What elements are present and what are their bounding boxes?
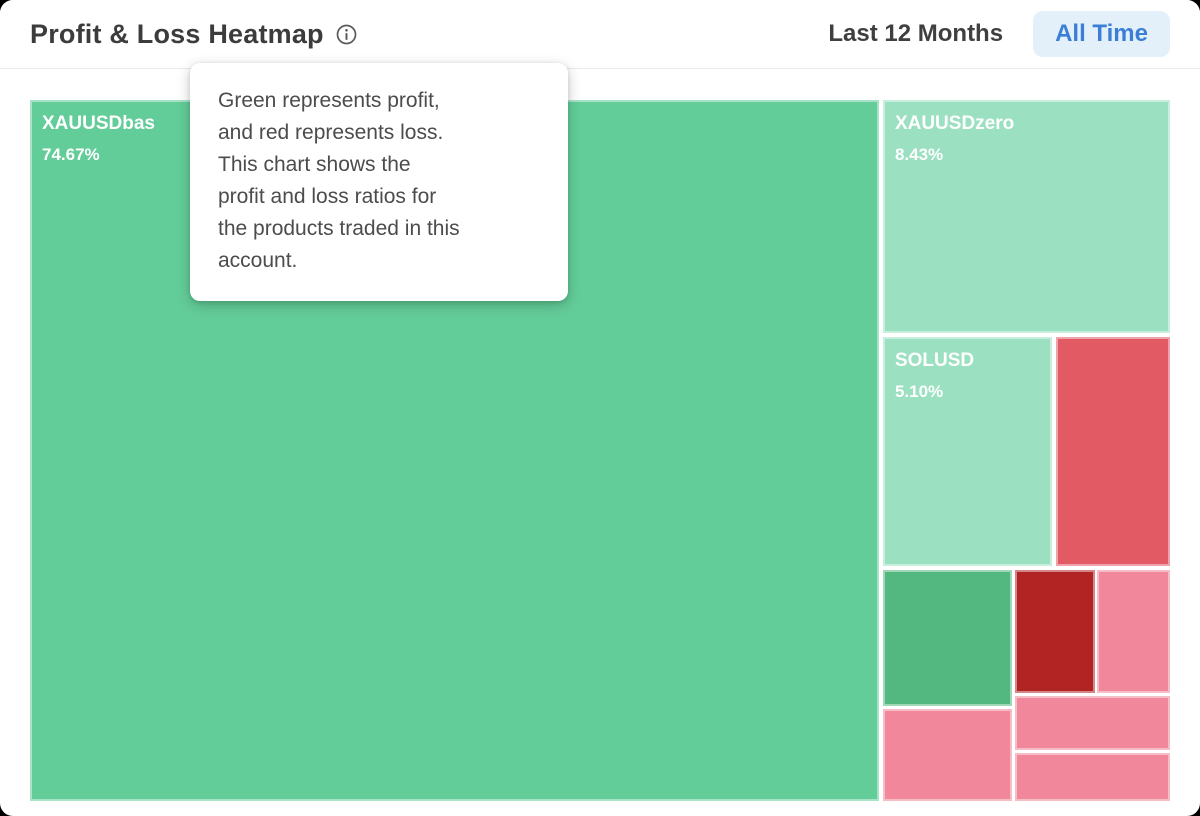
treemap-tile[interactable]	[1014, 752, 1170, 801]
treemap-tile[interactable]	[1097, 570, 1170, 694]
range-option-all-time[interactable]: All Time	[1033, 11, 1170, 57]
treemap-tile[interactable]	[882, 709, 1012, 801]
treemap-tile[interactable]	[882, 570, 1012, 706]
tile-label: XAUUSDzero	[894, 113, 1015, 134]
tile-label: XAUUSDbas	[42, 113, 155, 134]
treemap-tile[interactable]	[1056, 337, 1170, 567]
treemap-tile[interactable]	[1014, 695, 1170, 750]
tooltip-text: Green represents profit, and red represe…	[218, 89, 460, 272]
tile-value: 74.67%	[42, 145, 100, 164]
page-title: Profit & Loss Heatmap	[30, 18, 324, 49]
range-option-last-12-months[interactable]: Last 12 Months	[828, 20, 1004, 47]
treemap-tile-xauusdzero[interactable]: XAUUSDzero 8.43%	[882, 100, 1170, 333]
treemap-tile[interactable]	[1014, 570, 1095, 694]
treemap-tile-solusd[interactable]: SOLUSD 5.10%	[882, 337, 1052, 567]
tile-value: 5.10%	[894, 382, 944, 401]
tile-label: SOLUSD	[894, 350, 975, 371]
info-icon[interactable]	[336, 24, 357, 45]
tile-value: 8.43%	[894, 145, 944, 164]
info-tooltip: Green represents profit, and red represe…	[190, 63, 568, 301]
card-header: Profit & Loss Heatmap Last 12 Months All…	[0, 0, 1200, 69]
